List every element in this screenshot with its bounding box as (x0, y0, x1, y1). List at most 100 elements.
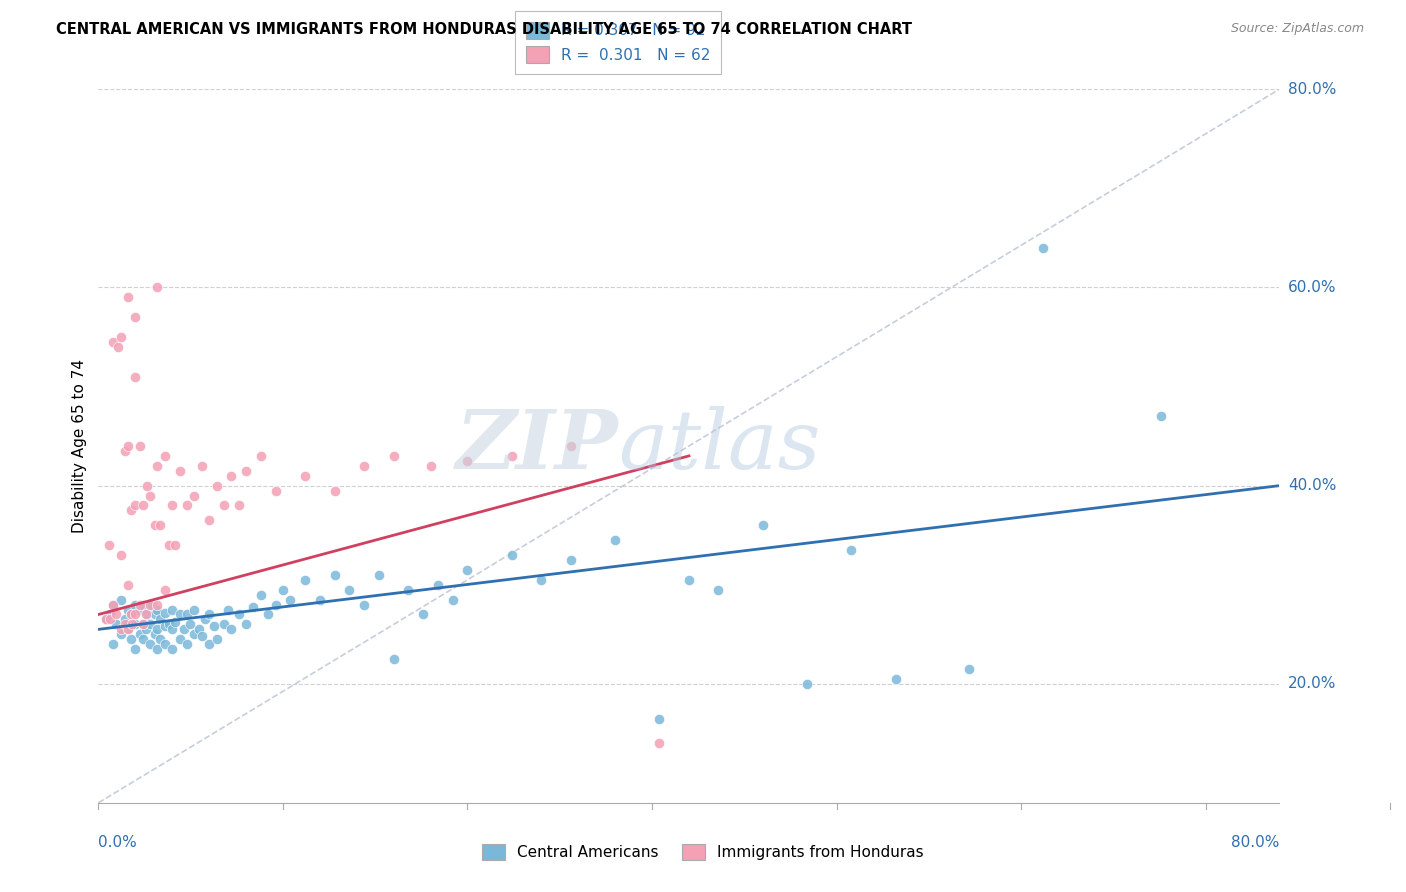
Point (124, 598, 146, 612)
Point (124, 642, 146, 657)
Point (110, 627, 132, 641)
Point (117, 623, 139, 637)
Point (103, 334, 125, 349)
Legend: Central Americans, Immigrants from Honduras: Central Americans, Immigrants from Hondu… (477, 838, 929, 866)
Point (146, 458, 169, 473)
Point (457, 563, 479, 577)
Point (98, 607, 121, 622)
Point (1150, 409, 1173, 424)
Point (1032, 241, 1054, 255)
Point (153, 619, 176, 633)
Point (796, 677, 818, 691)
Point (97, 538, 120, 552)
Point (242, 599, 264, 614)
Point (120, 607, 142, 622)
Text: 60.0%: 60.0% (1288, 280, 1336, 295)
Point (153, 449, 176, 463)
Point (560, 439, 582, 453)
Point (117, 578, 139, 592)
Point (98, 612, 121, 626)
Point (228, 499, 250, 513)
Text: Source: ZipAtlas.com: Source: ZipAtlas.com (1230, 22, 1364, 36)
Point (205, 478, 228, 492)
Point (124, 499, 146, 513)
Point (194, 612, 217, 626)
Point (146, 280, 169, 294)
Point (264, 598, 287, 612)
Point (353, 598, 375, 612)
Point (110, 592, 132, 607)
Text: 80.0%: 80.0% (1288, 82, 1336, 96)
Point (221, 468, 243, 483)
Point (114, 444, 136, 458)
Point (114, 612, 136, 626)
Point (107, 340, 129, 354)
Point (179, 617, 201, 632)
Point (419, 458, 441, 473)
Point (441, 592, 464, 607)
Point (146, 598, 169, 612)
Point (117, 623, 139, 637)
Point (457, 454, 479, 468)
Point (264, 483, 287, 498)
Point (187, 623, 209, 637)
Point (398, 582, 420, 597)
Point (103, 598, 125, 612)
Point (146, 642, 169, 657)
Point (648, 736, 671, 750)
Point (128, 439, 150, 453)
Point (560, 553, 582, 567)
Point (176, 607, 198, 622)
Point (135, 623, 157, 637)
Point (105, 617, 128, 632)
Point (162, 642, 183, 657)
Point (146, 623, 169, 637)
Text: 0.0%: 0.0% (98, 835, 138, 850)
Text: atlas: atlas (619, 406, 821, 486)
Point (648, 712, 671, 726)
Point (143, 627, 166, 641)
Point (202, 619, 225, 633)
Point (120, 632, 142, 647)
Point (212, 617, 235, 632)
Point (103, 598, 125, 612)
Point (110, 623, 132, 637)
Point (212, 499, 235, 513)
Point (103, 637, 125, 651)
Point (221, 623, 243, 637)
Point (271, 582, 294, 597)
Text: 80.0%: 80.0% (1232, 835, 1279, 850)
Point (217, 602, 239, 616)
Point (173, 623, 195, 637)
Point (841, 543, 863, 558)
Point (250, 449, 273, 463)
Point (198, 637, 221, 651)
Point (176, 637, 198, 651)
Point (176, 499, 198, 513)
Point (105, 607, 128, 622)
Point (198, 607, 221, 622)
Point (162, 499, 183, 513)
Point (110, 548, 132, 562)
Y-axis label: Disability Age 65 to 74: Disability Age 65 to 74 (72, 359, 87, 533)
Point (191, 629, 214, 643)
Point (884, 672, 907, 686)
Point (530, 573, 553, 587)
Point (165, 615, 187, 630)
Point (257, 607, 280, 622)
Point (143, 607, 166, 622)
Text: 40.0%: 40.0% (1288, 478, 1336, 493)
Point (157, 617, 180, 632)
Point (169, 464, 191, 478)
Point (169, 607, 191, 622)
Point (605, 533, 627, 548)
Point (427, 578, 450, 592)
Point (124, 310, 146, 325)
Point (235, 617, 257, 632)
Point (120, 503, 142, 517)
Point (124, 607, 146, 622)
Point (139, 489, 162, 503)
Point (110, 330, 132, 344)
Point (368, 567, 391, 582)
Point (153, 637, 176, 651)
